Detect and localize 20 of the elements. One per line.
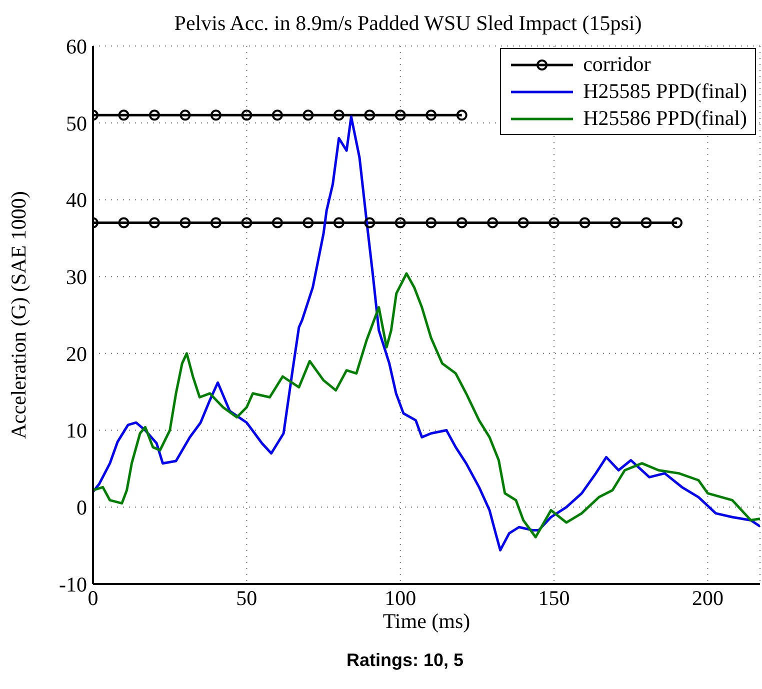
x-tick-label: 150: [538, 586, 570, 610]
text: Ratings: 10, 5: [345, 650, 465, 671]
x-tick-label: 50: [236, 586, 258, 610]
y-tick-label: 50: [66, 111, 87, 136]
y-tick-label: 20: [66, 342, 87, 366]
y-tick-label: 30: [66, 265, 87, 290]
y-tick-label: 10: [66, 418, 87, 443]
y-axis-title: Acceleration (G) (SAE 1000): [6, 191, 30, 439]
x-axis-title: Time (ms): [382, 609, 470, 633]
y-tick-label: -10: [59, 572, 87, 596]
legend-label: corridor: [583, 52, 651, 77]
y-tick-label: 0: [76, 496, 87, 520]
y-tick-label: 60: [66, 34, 87, 58]
x-tick-label: 100: [384, 586, 416, 610]
legend-label: H25586 PPD(final): [583, 106, 747, 131]
x-tick-label: 200: [692, 586, 724, 610]
y-tick-label: 40: [66, 188, 87, 212]
chart-title: Pelvis Acc. in 8.9m/s Padded WSU Sled Impact (15psi): [174, 11, 642, 35]
line-series: [93, 272, 760, 538]
legend-label: H25585 PPD(final): [583, 79, 747, 104]
